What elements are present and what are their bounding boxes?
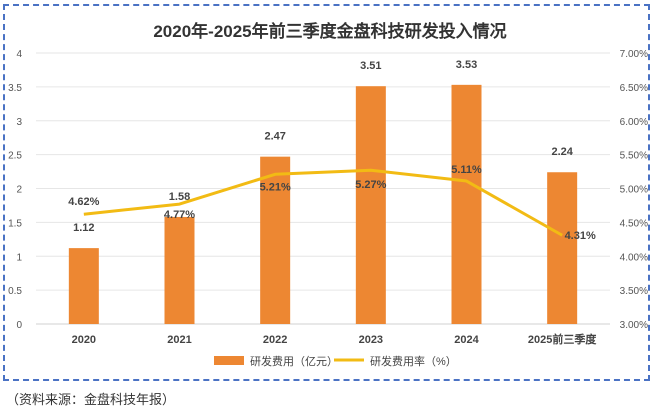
category-label: 2021	[167, 334, 191, 346]
right-tick-label: 5.00%	[620, 185, 648, 196]
legend-label-line: 研发费用率（%）	[370, 354, 457, 368]
line-data-label: 4.62%	[68, 196, 99, 208]
legend-label-bar: 研发费用（亿元）	[250, 354, 338, 368]
line-data-label: 4.77%	[164, 209, 195, 221]
left-tick-label: 2.5	[8, 151, 22, 162]
right-tick-label: 3.50%	[620, 286, 648, 297]
line-data-label: 5.27%	[355, 179, 386, 191]
right-tick-label: 6.50%	[620, 83, 648, 94]
category-label: 2023	[359, 334, 383, 346]
right-tick-label: 4.00%	[620, 252, 648, 263]
category-label: 2022	[263, 334, 287, 346]
left-tick-label: 4	[16, 49, 22, 60]
left-tick-label: 0.5	[8, 286, 22, 297]
bar	[547, 172, 578, 324]
left-tick-label: 0	[16, 320, 22, 331]
bar	[355, 86, 386, 324]
legend-swatch-bar	[214, 356, 244, 365]
line-data-label: 5.11%	[451, 164, 482, 176]
chart-title: 2020年-2025年前三季度金盘科技研发投入情况	[153, 22, 507, 41]
left-tick-label: 3.5	[8, 83, 22, 94]
left-tick-label: 3	[16, 117, 22, 128]
category-label: 2025前三季度	[528, 332, 597, 346]
bar	[451, 84, 482, 324]
line-data-label: 4.31%	[565, 230, 596, 242]
bar	[260, 156, 291, 324]
left-tick-label: 1	[16, 252, 22, 263]
bar	[68, 248, 99, 324]
source-note: （资料来源：金盘科技年报）	[6, 392, 176, 407]
bar-data-label: 3.53	[456, 59, 477, 71]
line-data-label: 5.21%	[260, 181, 291, 193]
category-label: 2020	[72, 334, 96, 346]
right-tick-label: 5.50%	[620, 151, 648, 162]
bar-data-label: 3.51	[360, 60, 381, 72]
bar	[164, 216, 195, 324]
bar-data-label: 2.24	[551, 146, 573, 158]
rate-line	[83, 168, 563, 237]
right-tick-label: 7.00%	[620, 49, 648, 60]
right-tick-label: 4.50%	[620, 218, 648, 229]
bar-data-label: 1.12	[73, 222, 94, 234]
right-tick-label: 3.00%	[620, 320, 648, 331]
category-label: 2024	[454, 334, 479, 346]
left-tick-label: 1.5	[8, 218, 22, 229]
bar-data-label: 1.58	[169, 191, 190, 203]
bar-data-label: 2.47	[264, 131, 285, 143]
left-tick-label: 2	[16, 185, 22, 196]
chart-frame	[3, 4, 650, 381]
right-tick-label: 6.00%	[620, 117, 648, 128]
